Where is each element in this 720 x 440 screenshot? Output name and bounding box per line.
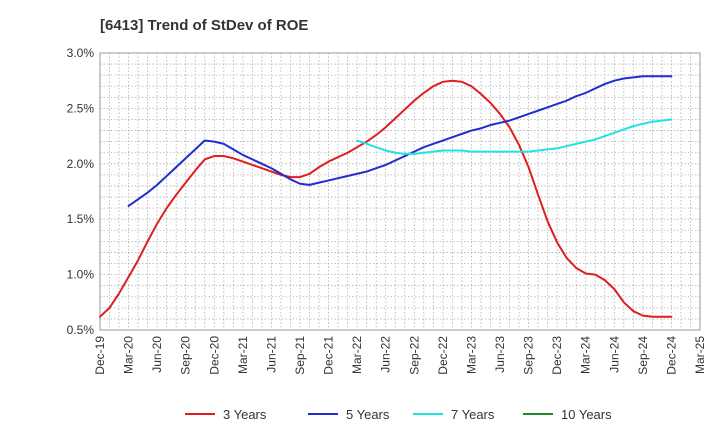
legend-label-10-years: 10 Years [561,407,612,422]
x-tick-label: Mar-22 [350,336,364,374]
x-tick-label: Sep-22 [407,336,421,375]
y-tick-label: 1.0% [67,268,95,282]
x-tick-label: Jun-23 [493,336,507,373]
x-tick-label: Mar-20 [122,336,136,374]
series-line-5-years [127,75,673,207]
x-tick-label: Mar-25 [693,336,707,374]
x-tick-label: Dec-24 [664,336,678,375]
x-tick-label: Dec-20 [207,336,221,375]
x-axis: Dec-19 Mar-20 Jun-20 Sep-20 Dec-20 Mar-21 Jun-… [93,336,707,375]
x-tick-label: Jun-22 [379,336,393,373]
x-tick-label: Sep-24 [636,336,650,375]
plot-frame [99,52,701,331]
x-tick-label: Sep-21 [293,336,307,375]
series-line-7-years [356,118,673,155]
x-tick-label: Dec-21 [322,336,336,375]
y-tick-label: 3.0% [67,46,95,60]
series-line-3-years [99,79,673,318]
legend-label-5-years: 5 Years [346,407,390,422]
legend: 3 Years 5 Years 7 Years 10 Years [185,407,612,422]
y-axis: 0.5% 1.0% 1.5% 2.0% 2.5% 3.0% [67,46,95,337]
y-tick-label: 2.5% [67,101,95,115]
x-tick-label: Sep-20 [179,336,193,375]
chart-title: [6413] Trend of StDev of ROE [100,17,308,34]
x-tick-label: Dec-22 [436,336,450,375]
legend-label-3-years: 3 Years [223,407,267,422]
x-tick-label: Jun-24 [607,336,621,373]
x-tick-label: Dec-19 [93,336,107,375]
x-tick-label: Dec-23 [550,336,564,375]
x-tick-label: Mar-24 [579,336,593,374]
y-tick-label: 1.5% [67,212,95,226]
x-tick-label: Jun-20 [150,336,164,373]
y-tick-label: 0.5% [67,323,95,337]
grid [99,52,701,331]
x-tick-label: Jun-21 [264,336,278,373]
series-lines [99,75,673,318]
y-tick-label: 2.0% [67,157,95,171]
legend-label-7-years: 7 Years [451,407,495,422]
x-tick-label: Mar-21 [236,336,250,374]
x-tick-label: Sep-23 [522,336,536,375]
x-tick-label: Mar-23 [464,336,478,374]
